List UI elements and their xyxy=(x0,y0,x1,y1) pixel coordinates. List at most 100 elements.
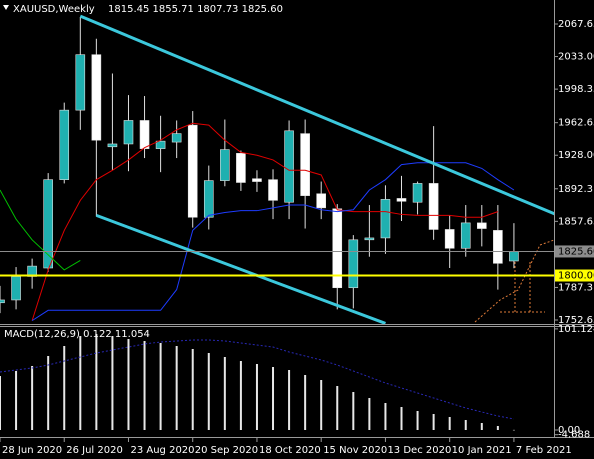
histogram-bar xyxy=(79,336,82,430)
histogram-bar xyxy=(127,339,130,430)
candle-body xyxy=(476,222,487,229)
candle-body xyxy=(203,180,214,218)
x-tick-label: 20 Sep 2020 xyxy=(195,445,258,456)
histogram-bar xyxy=(480,423,483,430)
histogram-bar xyxy=(368,398,371,430)
candle-body xyxy=(268,179,278,201)
candle-body xyxy=(284,130,294,203)
x-tick-label: 23 Aug 2020 xyxy=(130,445,194,456)
candle-body xyxy=(364,237,375,241)
histogram-bar xyxy=(15,371,18,430)
histogram-bar xyxy=(159,343,162,430)
histogram-bar xyxy=(464,420,467,430)
histogram-bar xyxy=(111,336,114,430)
histogram-bar xyxy=(432,414,435,430)
candle-body xyxy=(428,183,439,230)
candle-body xyxy=(155,140,166,149)
histogram-bar xyxy=(512,429,515,431)
trend-line xyxy=(79,14,554,216)
candle-body xyxy=(91,54,102,141)
y-tick-label: 0.00 xyxy=(558,425,580,436)
x-tick-label: 18 Oct 2020 xyxy=(259,445,321,456)
x-tick-label: 7 Feb 2021 xyxy=(516,445,572,456)
y-tick-label: 2067.65 xyxy=(558,19,594,30)
candle-body xyxy=(171,133,182,143)
histogram-bar xyxy=(448,417,451,430)
histogram-bar xyxy=(143,341,146,430)
histogram-bar xyxy=(352,392,355,430)
price-level-label: 1800.00 xyxy=(558,271,594,282)
candle-body xyxy=(493,230,503,264)
histogram-bar xyxy=(207,353,210,430)
histogram-bar xyxy=(47,356,50,430)
y-tick-label: 1962.65 xyxy=(558,118,594,129)
price-level-label: 1825.60 xyxy=(558,246,594,257)
histogram-bar xyxy=(31,366,34,430)
candle-body xyxy=(396,198,407,202)
y-tick-label: 1787.3 xyxy=(558,282,593,293)
x-tick-label: 15 Nov 2020 xyxy=(323,445,387,456)
y-tick-label: 1892.3 xyxy=(558,184,593,195)
candle-body xyxy=(187,124,198,218)
histogram-bar xyxy=(239,361,242,430)
candle-body xyxy=(0,299,5,304)
candle-body xyxy=(75,54,86,111)
price-level-box xyxy=(555,245,594,258)
candle-body xyxy=(460,222,471,249)
histogram-bar xyxy=(191,349,194,430)
histogram-bar xyxy=(304,375,307,430)
candle-body xyxy=(107,143,118,148)
histogram-bar xyxy=(255,364,258,430)
histogram-bar xyxy=(336,386,339,430)
menu-triangle[interactable] xyxy=(3,5,9,10)
order-lines xyxy=(474,239,554,323)
histogram-bar xyxy=(95,334,98,430)
histogram-bar xyxy=(223,357,226,430)
candle-body xyxy=(236,153,246,183)
histogram-bar xyxy=(63,346,66,430)
y-tick-label: 101.124 xyxy=(558,324,594,335)
candle-body xyxy=(220,149,230,181)
candle-body xyxy=(139,120,150,149)
histogram-bar xyxy=(288,370,291,430)
candle-body xyxy=(348,239,359,289)
histogram-bar xyxy=(175,346,178,430)
histogram-bar xyxy=(496,426,499,430)
x-tick-label: 13 Dec 2020 xyxy=(387,445,451,456)
candle-body xyxy=(444,229,455,249)
indicator-line xyxy=(0,189,81,271)
price-level-box xyxy=(555,269,594,282)
candle-body xyxy=(11,276,21,301)
histogram-bar xyxy=(0,376,1,430)
candle-body xyxy=(252,178,262,182)
y-tick-label: 1752.65 xyxy=(558,315,594,326)
candle-body xyxy=(43,179,53,269)
y-tick-label: 2033.00 xyxy=(558,52,594,63)
candle-body xyxy=(509,251,519,262)
indicator-line xyxy=(31,122,499,321)
y-tick-label: -4.688 xyxy=(558,430,590,441)
histogram-bar xyxy=(384,403,387,430)
order-line xyxy=(474,239,554,323)
candle-body xyxy=(412,183,423,203)
y-tick-label: 1998.35 xyxy=(558,84,594,95)
y-tick-label: 1857.65 xyxy=(558,216,594,227)
histogram-bar xyxy=(416,411,419,430)
main-panel xyxy=(0,14,554,324)
x-tick-label: 10 Jan 2021 xyxy=(452,445,512,456)
trend-line xyxy=(95,213,386,324)
candle-body xyxy=(316,193,327,209)
ohlc-readout: 1815.45 1855.71 1807.73 1825.60 xyxy=(108,4,283,15)
candle-body xyxy=(123,120,134,145)
chart-title: XAUUSD,Weekly xyxy=(13,4,95,15)
signal-line xyxy=(0,339,515,420)
candle-body xyxy=(300,133,310,196)
candle-body xyxy=(380,199,391,239)
histogram-bar xyxy=(320,380,323,430)
x-tick-label: 28 Jun 2020 xyxy=(2,445,62,456)
histogram-bar xyxy=(272,367,275,430)
macd-title: MACD(12,26,9) 0.122 11.054 xyxy=(4,329,150,340)
